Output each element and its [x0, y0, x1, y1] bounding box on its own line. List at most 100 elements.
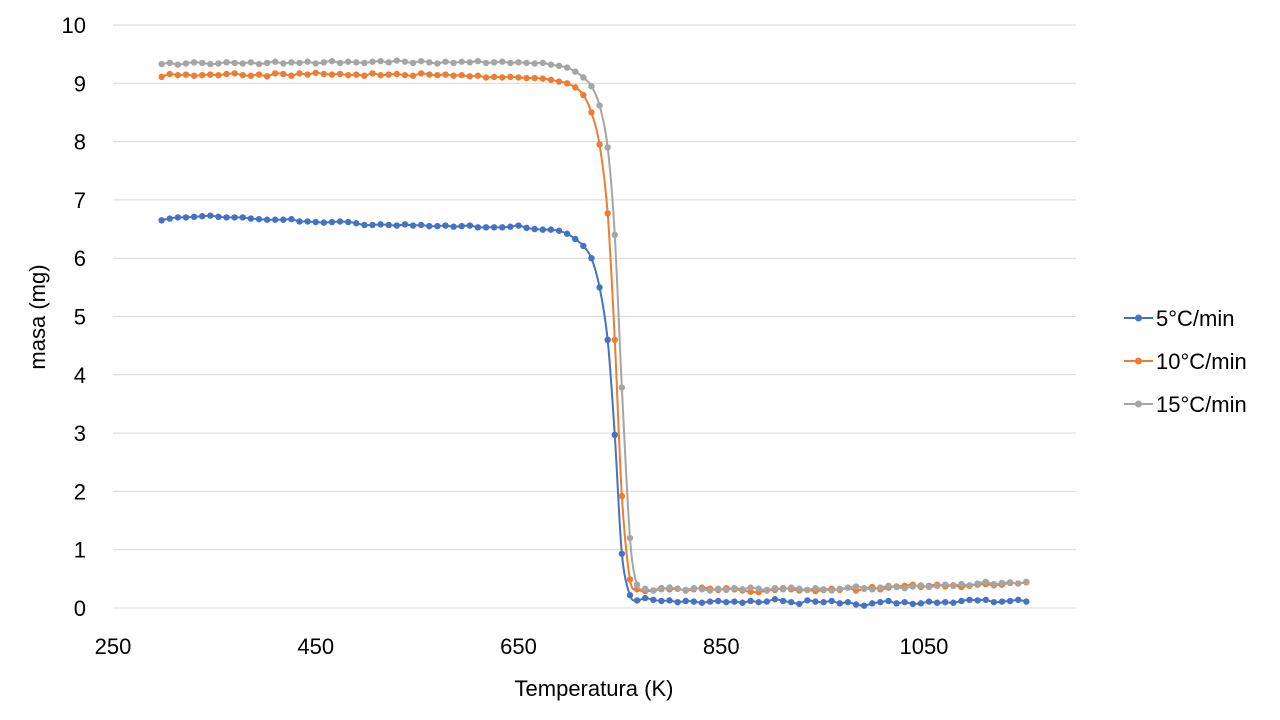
- data-point: [966, 582, 973, 589]
- data-point: [207, 71, 214, 78]
- data-point: [450, 223, 457, 230]
- data-point: [580, 74, 587, 81]
- data-point: [763, 598, 771, 605]
- data-point: [682, 586, 689, 594]
- data-point: [836, 585, 844, 592]
- legend-label: 10°C/min: [1156, 349, 1247, 374]
- data-point: [288, 215, 295, 223]
- data-point: [942, 581, 949, 588]
- data-point: [958, 597, 965, 605]
- data-point: [409, 222, 417, 229]
- data-point: [998, 598, 1006, 605]
- data-point: [263, 216, 271, 223]
- data-point: [771, 596, 779, 603]
- data-point: [247, 59, 255, 66]
- data-point: [779, 586, 787, 593]
- data-point: [933, 582, 941, 590]
- data-point: [215, 71, 222, 79]
- data-point: [174, 71, 182, 79]
- y-tick-label: 1: [74, 538, 86, 563]
- data-point: [982, 596, 989, 604]
- data-point: [604, 210, 611, 217]
- data-point: [247, 72, 255, 79]
- data-point: [555, 78, 563, 85]
- data-point: [812, 598, 819, 605]
- data-point: [739, 586, 746, 593]
- data-point: [618, 384, 626, 391]
- data-point: [369, 58, 376, 65]
- data-point: [515, 74, 522, 81]
- data-point: [158, 217, 165, 224]
- data-point: [547, 61, 555, 68]
- data-point: [304, 71, 311, 78]
- data-point: [320, 219, 328, 226]
- data-point: [942, 598, 949, 606]
- data-point: [820, 598, 827, 606]
- data-point: [450, 59, 457, 67]
- x-tick-label: 250: [95, 634, 132, 659]
- data-point: [804, 597, 811, 604]
- data-point: [641, 594, 649, 602]
- data-point: [966, 596, 973, 604]
- data-point: [901, 598, 908, 606]
- data-point: [223, 59, 230, 66]
- data-point: [714, 597, 722, 605]
- data-point: [255, 71, 263, 78]
- data-point: [658, 597, 665, 605]
- data-point: [698, 586, 706, 593]
- data-point: [523, 224, 530, 232]
- data-point: [674, 598, 681, 606]
- data-point: [893, 600, 900, 607]
- data-point: [682, 597, 689, 605]
- x-tick-label: 650: [500, 634, 537, 659]
- data-point: [836, 600, 844, 607]
- data-point: [271, 70, 279, 77]
- data-point: [531, 225, 538, 233]
- data-point: [369, 70, 376, 77]
- data-point: [255, 60, 263, 68]
- data-point: [596, 284, 603, 291]
- data-point: [1006, 579, 1014, 586]
- data-point: [401, 71, 409, 79]
- tick-labels: 0 1 2 3 4 5 6 7 8 9 10 250 450 650 850 1050: [62, 13, 949, 659]
- data-point: [312, 218, 319, 226]
- gridlines: [113, 24, 1076, 551]
- data-point: [860, 584, 868, 592]
- data-point: [499, 224, 506, 231]
- data-point: [434, 60, 441, 67]
- data-point: [174, 61, 182, 68]
- data-point: [755, 598, 762, 606]
- data-point: [166, 70, 173, 78]
- data-point: [844, 598, 852, 606]
- data-point: [199, 213, 206, 220]
- data-point: [207, 212, 214, 219]
- series-line-0: [161, 214, 1027, 607]
- data-point: [917, 582, 925, 589]
- legend: 5°C/min 10°C/min 15°C/min: [1124, 306, 1247, 417]
- data-point: [893, 583, 900, 591]
- legend-label: 5°C/min: [1156, 306, 1234, 331]
- series-line-2: [161, 59, 1027, 592]
- data-point: [580, 242, 587, 250]
- data-point: [312, 60, 319, 67]
- data-point: [563, 80, 571, 87]
- data-point: [650, 587, 657, 594]
- x-tick-label: 450: [297, 634, 334, 659]
- data-point: [409, 72, 417, 79]
- legend-label: 15°C/min: [1156, 392, 1247, 417]
- data-point: [466, 73, 474, 80]
- data-point: [950, 599, 957, 606]
- data-point: [466, 59, 474, 66]
- data-point: [747, 597, 754, 605]
- data-point: [852, 601, 860, 608]
- data-point: [442, 71, 449, 78]
- data-point: [974, 597, 981, 604]
- data-point: [604, 336, 611, 344]
- data-point: [215, 60, 222, 67]
- data-point: [158, 73, 165, 81]
- data-point: [320, 70, 328, 78]
- data-point: [828, 587, 835, 594]
- data-point: [385, 221, 392, 229]
- data-point: [690, 598, 698, 605]
- data-point: [539, 75, 547, 82]
